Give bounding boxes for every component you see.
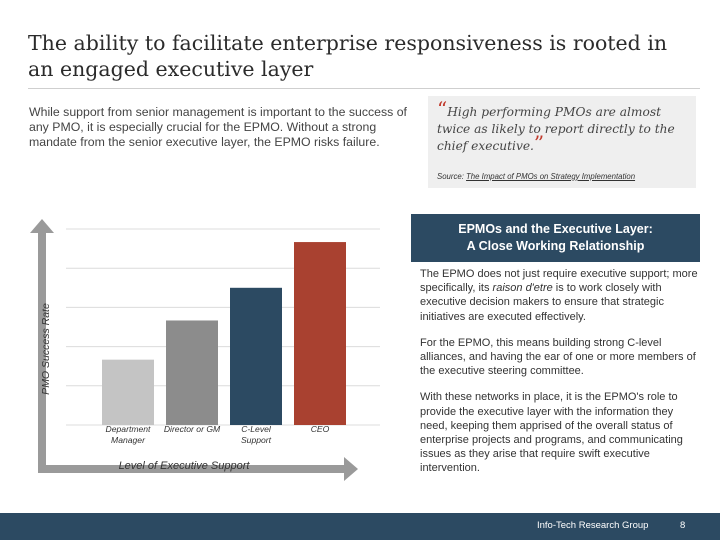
close-quote-icon: ” bbox=[533, 131, 545, 155]
panel-header-line1: EPMOs and the Executive Layer: bbox=[458, 222, 653, 236]
bar bbox=[102, 359, 154, 425]
footer-label: Info-Tech Research Group bbox=[537, 520, 649, 531]
panel-paragraph-2: For the EPMO, this means building strong… bbox=[420, 336, 696, 378]
quote-box bbox=[428, 96, 696, 188]
source-prefix: Source: bbox=[437, 172, 464, 181]
bar bbox=[294, 242, 346, 425]
x-axis-arrow bbox=[38, 457, 358, 481]
p1-emphasis: raison d'etre bbox=[492, 282, 553, 295]
bar bbox=[230, 287, 282, 425]
panel-header: EPMOs and the Executive Layer: A Close W… bbox=[411, 214, 700, 262]
category-label: Manager bbox=[111, 435, 146, 445]
source-link[interactable]: The Impact of PMOs on Strategy Implement… bbox=[466, 172, 636, 181]
panel-paragraph-1: The EPMO does not just require executive… bbox=[420, 267, 698, 324]
y-axis-arrow bbox=[30, 219, 54, 473]
slide-title: The ability to facilitate enterprise res… bbox=[28, 31, 668, 81]
panel-body: The EPMO does not just require executive… bbox=[420, 267, 698, 488]
quote-source: Source: The Impact of PMOs on Strategy I… bbox=[437, 172, 697, 181]
y-axis-label: PMO Success Rate bbox=[40, 303, 52, 395]
p1-before: The EPMO does not just require executive… bbox=[420, 268, 698, 295]
open-quote-icon: “ bbox=[437, 97, 448, 121]
footer-bar: Info-Tech Research Group 8 bbox=[0, 513, 720, 540]
category-label: Department bbox=[106, 424, 152, 434]
pull-quote: “High performing PMOs are almost twice a… bbox=[437, 99, 692, 155]
category-label: CEO bbox=[311, 424, 330, 434]
panel-paragraph-3: With these networks in place, it is the … bbox=[420, 391, 683, 475]
p1-after: is to work closely with executive decisi… bbox=[420, 282, 664, 323]
title-divider bbox=[28, 88, 700, 89]
panel-header-line2: A Close Working Relationship bbox=[466, 239, 645, 253]
bar bbox=[166, 320, 218, 425]
category-label: C-Level bbox=[241, 424, 272, 434]
x-axis-label: Level of Executive Support bbox=[119, 460, 251, 472]
quote-text: High performing PMOs are almost twice as… bbox=[437, 105, 675, 153]
category-label: Support bbox=[241, 435, 272, 445]
category-label: Director or GM bbox=[164, 424, 221, 434]
chart-bars bbox=[102, 242, 346, 425]
page-number: 8 bbox=[680, 520, 686, 531]
intro-paragraph: While support from senior management is … bbox=[29, 105, 407, 149]
